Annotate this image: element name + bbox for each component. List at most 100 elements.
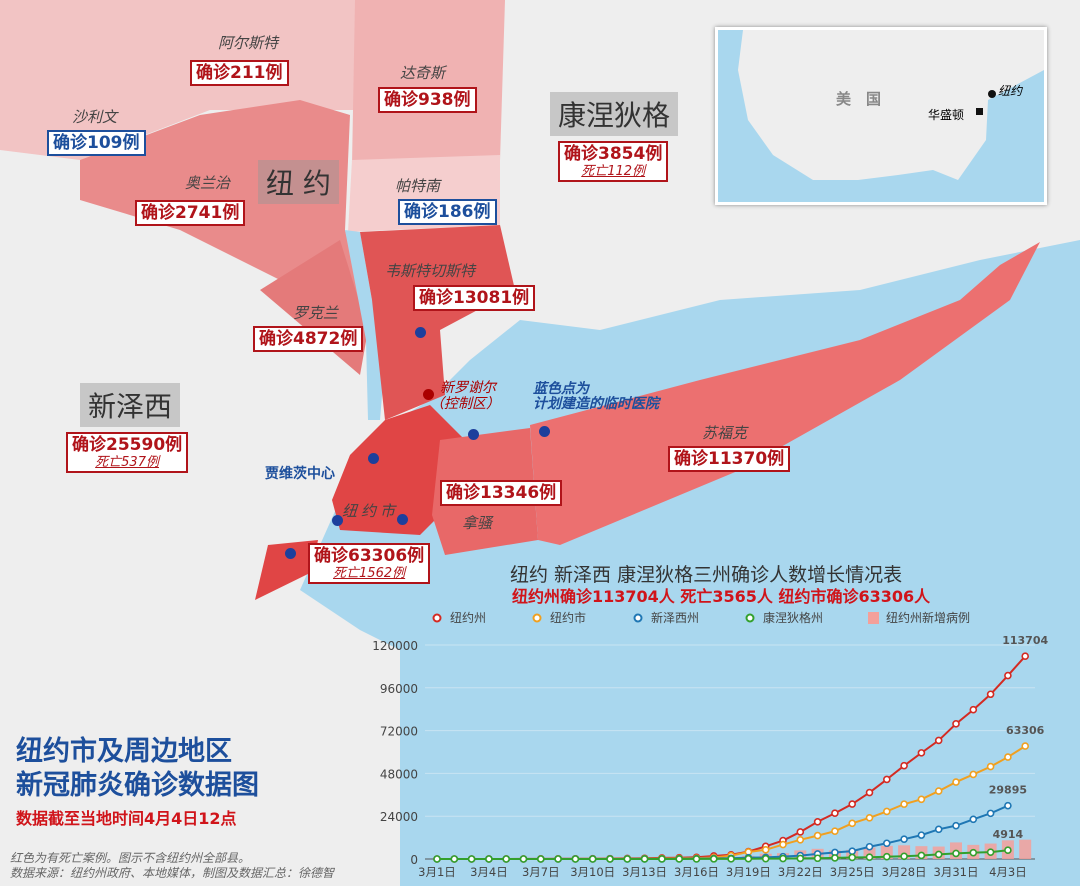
data-point: [986, 762, 995, 771]
end-value-label: 4914: [993, 828, 1024, 841]
data-point: [969, 705, 978, 714]
data-point: [779, 840, 787, 849]
inset-land: [738, 30, 1044, 180]
county-cases: 确诊13346例: [440, 480, 563, 506]
county-cases: 确诊11370例: [668, 446, 791, 472]
data-point: [571, 855, 580, 863]
data-point: [882, 807, 891, 816]
data-point: [761, 854, 770, 863]
temporary-hospital-dot-icon: [285, 548, 296, 559]
y-tick-label: 24000: [380, 810, 418, 824]
new-rochelle-label: 新罗谢尔 （控制区）: [430, 380, 500, 412]
x-tick-label: 3月16日: [674, 865, 719, 879]
nj-cases-text: 确诊25590例: [72, 435, 183, 455]
y-tick-label: 0: [410, 853, 418, 867]
y-tick-label: 120000: [372, 639, 418, 653]
state-label-nj: 新泽西: [80, 383, 181, 427]
county-sullivan-ulster: [0, 0, 355, 160]
javits-label: 贾维茨中心: [265, 466, 335, 482]
legend-label: 康涅狄格州: [763, 610, 823, 625]
legend-label: 新泽西州: [651, 610, 699, 625]
y-tick-label: 48000: [380, 767, 418, 781]
y-tick-label: 96000: [380, 682, 418, 696]
data-point: [779, 854, 787, 863]
county-name: 达奇斯: [400, 64, 446, 82]
data-point: [536, 855, 545, 863]
temporary-hospital-dot-icon: [539, 426, 550, 437]
data-point: [848, 853, 857, 862]
end-value-label: 63306: [1006, 724, 1045, 737]
map-title: 纽约市及周边地区 新冠肺炎确诊数据图 数据截至当地时间4月4日12点: [16, 735, 259, 829]
data-point: [848, 819, 857, 828]
data-point: [952, 849, 960, 858]
data-point: [969, 815, 978, 824]
legend-marker: [745, 613, 755, 623]
nyc-deaths: 死亡1562例: [333, 566, 406, 581]
temporary-hospital-dot-icon: [368, 453, 379, 464]
data-point: [831, 809, 839, 818]
data-point: [467, 855, 476, 863]
data-point: [1004, 671, 1012, 680]
chart-subtitle: 纽约州确诊113704人 死亡3565人 纽约市确诊63306人: [512, 587, 931, 606]
data-point: [986, 848, 995, 856]
data-point: [952, 821, 960, 830]
data-point: [588, 855, 597, 863]
data-point: [623, 855, 632, 863]
data-point: [1004, 846, 1012, 855]
data-point: [813, 831, 822, 840]
county-cases: 确诊938例: [378, 87, 477, 113]
data-point: [796, 828, 805, 836]
blue-dot-note: 蓝色点为 计划建造的临时医院: [533, 382, 659, 412]
data-point: [519, 855, 528, 863]
x-tick-label: 3月28日: [882, 865, 927, 879]
data-point: [1004, 753, 1012, 761]
data-point: [934, 787, 943, 795]
data-point: [433, 855, 441, 863]
data-point: [831, 854, 839, 862]
county-cases: 确诊186例: [398, 199, 497, 225]
data-point: [917, 795, 926, 804]
county-dutchess: [352, 0, 505, 165]
inset-dc-label: 华盛顿: [928, 108, 965, 122]
county-name: 韦斯特切斯特: [385, 262, 476, 280]
x-tick-label: 3月10日: [570, 865, 615, 879]
data-point: [709, 855, 718, 863]
inset-map: 美 国 纽约 华盛顿: [715, 27, 1047, 205]
data-point: [1021, 742, 1029, 750]
new-rochelle-dot-icon: [423, 389, 434, 400]
data-point: [900, 835, 908, 843]
county-cases: 确诊2741例: [135, 200, 246, 226]
ct-cases: 确诊3854例 死亡112例: [558, 141, 669, 182]
county-cases: 确诊63306例 死亡1562例: [308, 543, 431, 584]
data-point: [986, 690, 995, 699]
x-tick-label: 3月7日: [522, 865, 560, 879]
data-point: [917, 749, 926, 757]
ct-deaths: 死亡112例: [581, 164, 646, 179]
inset-country-label: 美 国: [836, 90, 882, 108]
data-point: [882, 852, 891, 861]
county-cases: 确诊13081例: [413, 285, 536, 311]
temporary-hospital-dot-icon: [332, 515, 343, 526]
nj-cases: 确诊25590例 死亡537例: [66, 432, 189, 473]
title-line-1: 纽约市及周边地区: [16, 736, 232, 767]
data-point: [865, 842, 874, 851]
county-nyc: [332, 405, 465, 535]
x-tick-label: 3月31日: [934, 865, 979, 879]
data-point: [675, 855, 684, 863]
new-rochelle-name: 新罗谢尔: [440, 380, 496, 396]
end-value-label: 113704: [1002, 634, 1048, 647]
data-point: [796, 836, 805, 844]
data-point: [865, 853, 874, 861]
inset-ny-dot-icon: [988, 90, 996, 98]
data-point: [813, 854, 822, 863]
y-tick-label: 72000: [380, 725, 418, 739]
data-point: [554, 855, 562, 863]
county-name: 奥兰治: [185, 174, 231, 192]
bar-new-cases: [863, 847, 876, 859]
legend-label: 纽约市: [550, 610, 586, 625]
title-line-2: 新冠肺炎确诊数据图: [16, 770, 259, 801]
county-cases: 确诊4872例: [253, 326, 364, 352]
county-westchester: [360, 225, 515, 420]
data-point: [606, 855, 614, 863]
